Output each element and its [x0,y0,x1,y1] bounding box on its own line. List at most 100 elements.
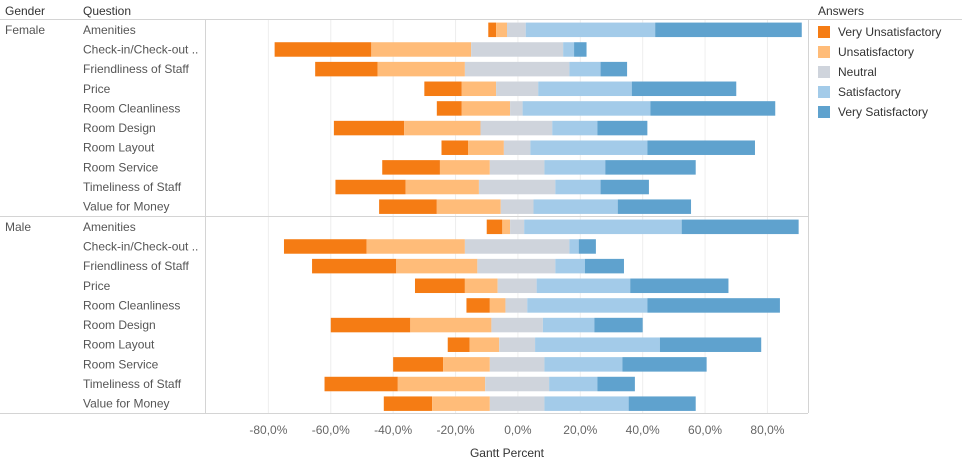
bar-segment [549,376,598,392]
question-label: Value for Money [83,397,170,411]
bar-segment [597,376,635,392]
bar-segment [578,239,596,254]
question-label: Room Service [83,160,159,174]
x-tick-label: -40,0% [374,423,412,437]
bar-segment [544,357,623,372]
bar-segment [527,298,648,313]
bar-segment [500,199,534,214]
bar-segment [485,376,550,392]
bar-segment [574,42,587,57]
bar-segment [366,239,465,254]
bar-segment [536,278,631,294]
question-label: Amenities [83,23,136,37]
legend-item[interactable]: Satisfactory [818,82,941,102]
bar-segment [469,337,500,352]
question-label: Amenities [83,220,136,234]
bar-segment [383,396,433,411]
x-tick-label: -60,0% [312,423,350,437]
bar-segment [497,278,537,294]
legend-item[interactable]: Very Unsatisfactory [818,22,941,42]
bar-segment [507,22,526,38]
question-label: Friendliness of Staff [83,62,189,76]
question-label: Friendliness of Staff [83,259,189,273]
bar-segment [477,258,556,274]
bar-segment [312,258,397,274]
question-label: Check-in/Check-out .. [83,42,198,56]
legend-label: Very Unsatisfactory [838,25,942,39]
bar-segment [410,317,492,333]
legend-item[interactable]: Unsatisfactory [818,42,941,62]
bar-segment [503,140,531,155]
question-label: Price [83,279,111,293]
legend-title: Answers [818,4,865,18]
bar-segment [478,179,556,195]
bar-segment [555,258,585,274]
bar-segment [315,61,378,77]
question-label: Room Layout [83,338,155,352]
question-label: Price [83,82,111,96]
bar-segment [464,278,498,294]
bar-segment [524,219,682,235]
row-labels: Female Amenities Check-in/Check-out .. Frie… [5,23,198,411]
bar-segment [555,179,601,195]
legend-label: Satisfactory [838,85,901,99]
bar-segment [489,160,545,175]
bar-segment [397,376,486,392]
legend-label: Unsatisfactory [838,45,915,59]
bar-segment [382,160,440,175]
bar-segment [647,140,755,155]
bar-segment [510,101,523,116]
bar-segment [461,81,497,97]
bar-segment [631,81,737,97]
question-label: Room Layout [83,141,155,155]
gender-header: Gender [5,4,45,18]
bar-segment [324,376,398,392]
bar-segment [496,22,507,38]
bar-segment [466,298,490,313]
bar-segment [404,120,481,136]
bar-segment [283,239,367,254]
bar-segment [681,219,799,235]
bar-segment [491,317,543,333]
bar-segment [471,42,564,57]
gender-label: Female [5,23,45,37]
bar-segment [647,298,780,313]
x-tick-label: 80,0% [750,423,784,437]
bar-segment [510,219,525,235]
bar-segment [443,357,490,372]
bar-segment [468,140,504,155]
bar-segment [597,120,648,136]
bar-segment [464,239,570,254]
x-tick-label: 40,0% [626,423,660,437]
bar-segment [480,120,553,136]
x-axis-ticks: -80,0% -60,0% -40,0% -20,0% 0,0% 20,0% 40,0% 60… [249,423,784,437]
bars [274,22,802,411]
legend: Answers Very Unsatisfactory Unsatisfactor… [818,4,941,122]
bar-segment [600,179,649,195]
bar-segment [655,22,802,38]
bar-segment [544,396,629,411]
bar-segment [432,396,490,411]
bar-segment [333,120,405,136]
gender-label: Male [5,220,31,234]
bar-segment [569,61,601,77]
bar-segment [436,101,462,116]
bar-segment [335,179,406,195]
question-label: Room Service [83,357,159,371]
bar-segment [535,337,660,352]
legend-label: Very Satisfactory [838,105,929,119]
bar-segment [274,42,372,57]
bar-segment [424,81,462,97]
bar-segment [489,396,545,411]
x-tick-label: 0,0% [504,423,532,437]
legend-item[interactable]: Neutral [818,62,941,82]
bar-segment [377,61,465,77]
bar-segment [505,298,528,313]
bar-segment [605,160,696,175]
bar-segment [584,258,624,274]
bar-segment [622,357,707,372]
legend-item[interactable]: Very Satisfactory [818,102,941,122]
bar-segment [439,160,490,175]
bar-segment [542,317,595,333]
